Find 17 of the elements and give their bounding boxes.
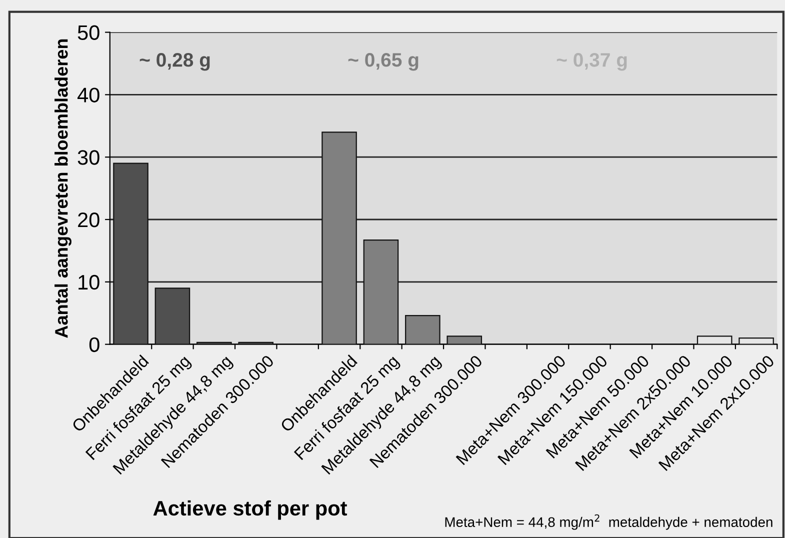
bar: [113, 162, 148, 344]
bar: [405, 315, 440, 344]
text: Meta+Nem = 44,8 mg/m$^{2}$ metaldehyde + nematoden: [445, 514, 772, 530]
y-tick-label: 30: [78, 150, 100, 165]
bar: [446, 336, 482, 344]
y-axis-title: Aantal aangevreten bloembladeren: [54, 39, 72, 338]
bar: [363, 240, 399, 344]
y-tick-label: 0: [89, 337, 100, 352]
y-tick-label: 20: [78, 212, 100, 228]
annotation: ~ 0,28 g: [140, 53, 210, 71]
y-tick-label: 40: [77, 88, 100, 102]
annotation: ~ 0,65 g: [348, 53, 418, 71]
y-tick-label: 10: [78, 274, 100, 290]
bar: [154, 288, 190, 344]
x-axis-title: Actieve stof per pot: [153, 500, 348, 520]
bar: [322, 132, 357, 344]
y-tick-label: 50: [78, 25, 100, 40]
